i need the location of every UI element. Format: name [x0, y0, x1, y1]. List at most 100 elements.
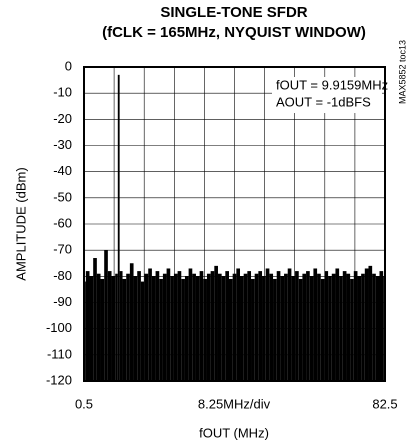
spectrum-bin	[93, 258, 97, 381]
spectrum-bin	[188, 268, 193, 381]
spectrum-bin	[173, 273, 178, 381]
spectrum-bin	[313, 268, 318, 381]
spectrum-bin	[320, 278, 325, 381]
y-tick-label: -90	[53, 294, 72, 309]
spectrum-bin	[184, 276, 189, 381]
spectrum-bin	[240, 276, 244, 381]
spectrum-bin	[111, 276, 116, 381]
spectrum-bin	[328, 276, 332, 381]
annotation: fOUT = 9.9159MHz	[276, 77, 388, 92]
spectrum-bin	[140, 281, 145, 381]
spectrum-bin	[107, 271, 112, 381]
spectrum-bin	[258, 271, 263, 381]
y-tick-label: -120	[46, 372, 72, 387]
spectrum-bin	[317, 273, 321, 381]
spectrum-bin	[342, 271, 347, 381]
spectrum-bin	[232, 273, 237, 381]
spectrum-bin	[203, 278, 207, 381]
spectrum-bin	[324, 271, 329, 381]
y-axis-label: AMPLITUDE (dBm)	[13, 167, 28, 280]
spectrum-bin	[361, 273, 365, 381]
spectrum-bin	[228, 278, 233, 381]
spectrum-bin	[170, 276, 174, 381]
x-tick-label: 0.5	[75, 396, 93, 411]
spectrum-bin	[162, 273, 167, 381]
spectrum-bin	[302, 273, 307, 381]
spectrum-bin	[100, 278, 105, 381]
y-tick-label: -70	[53, 242, 72, 257]
spectrum-bin	[284, 273, 288, 381]
spectrum-bin	[291, 276, 296, 381]
spectrum-bin	[339, 276, 343, 381]
plot-frame	[83, 66, 386, 382]
spectrum-bin	[298, 278, 303, 381]
spectrum-bin	[331, 273, 336, 381]
x-tick-label: 82.5	[372, 396, 397, 411]
spectrum-bin	[85, 271, 90, 381]
spectrum-bin	[151, 276, 156, 381]
spectrum-bin	[295, 271, 299, 381]
spectrum-bin	[221, 276, 226, 381]
spectrum-bin	[368, 265, 373, 381]
spectrum-bin	[346, 273, 351, 381]
spectrum-bin	[177, 271, 182, 381]
spectrum-bin	[214, 265, 218, 381]
spectrum-bin	[137, 271, 141, 381]
spectrum-bin	[206, 273, 211, 381]
spectrum-bin	[350, 278, 354, 381]
side-note: MAX5852 toc13	[397, 40, 407, 104]
spectrum-bin	[236, 268, 241, 381]
spectrum-bin	[247, 271, 252, 381]
spectrum-bin	[375, 276, 380, 381]
spectrum-bin	[273, 278, 277, 381]
spectrum-bin	[276, 271, 281, 381]
spectrum-bin	[262, 276, 266, 381]
spectrum-bin	[159, 278, 163, 381]
chart-title: SINGLE-TONE SFDR	[160, 4, 307, 21]
y-tick-label: -60	[53, 215, 72, 230]
spectrum-bin	[243, 273, 248, 381]
spectrum-bin	[144, 273, 149, 381]
spectrum-bin	[148, 268, 152, 381]
spectrum-bin	[269, 273, 274, 381]
spectrum-bin	[119, 271, 123, 381]
y-tick-label: -50	[53, 189, 72, 204]
annotation-bg	[272, 77, 382, 113]
spectrum-bin	[254, 273, 259, 381]
spectrum-bin	[133, 276, 138, 381]
y-tick-label: -20	[53, 111, 72, 126]
spectrum-bin	[287, 268, 292, 381]
spectrum-bin	[225, 271, 229, 381]
spectrum-bin	[379, 271, 384, 381]
spectrum-bin	[122, 278, 127, 381]
spectrum-bin	[335, 268, 340, 381]
annotation: AOUT = -1dBFS	[276, 94, 371, 109]
spectrum-bin	[210, 271, 215, 381]
y-tick-label: -40	[53, 163, 72, 178]
y-tick-label: -100	[46, 320, 72, 335]
y-tick-label: -80	[53, 268, 72, 283]
spectrum-bin	[309, 276, 314, 381]
spectrum-bin	[129, 263, 134, 381]
spectrum-bin	[126, 273, 130, 381]
spectrum-bin	[195, 276, 200, 381]
spectrum-bin	[199, 271, 204, 381]
spectrum-bin	[181, 278, 185, 381]
y-tick-label: 0	[65, 58, 72, 73]
y-tick-label: -10	[53, 85, 72, 100]
spectrum-bin	[217, 273, 222, 381]
spectrum-bin	[372, 273, 376, 381]
spectrum-bin	[251, 278, 255, 381]
spectrum-bin	[364, 268, 369, 381]
spectrum-bin	[306, 271, 310, 381]
y-tick-label: -30	[53, 137, 72, 152]
spectrum-bin	[280, 276, 285, 381]
x-axis-label: fOUT (MHz)	[199, 425, 269, 440]
spectrum-bin	[89, 276, 94, 381]
chart-subtitle: (fCLK = 165MHz, NYQUIST WINDOW)	[102, 24, 366, 41]
spectrum-bin	[117, 74, 120, 381]
spectrum-bin	[192, 273, 196, 381]
spectrum-bin	[104, 250, 108, 381]
spectrum-bin	[96, 273, 101, 381]
